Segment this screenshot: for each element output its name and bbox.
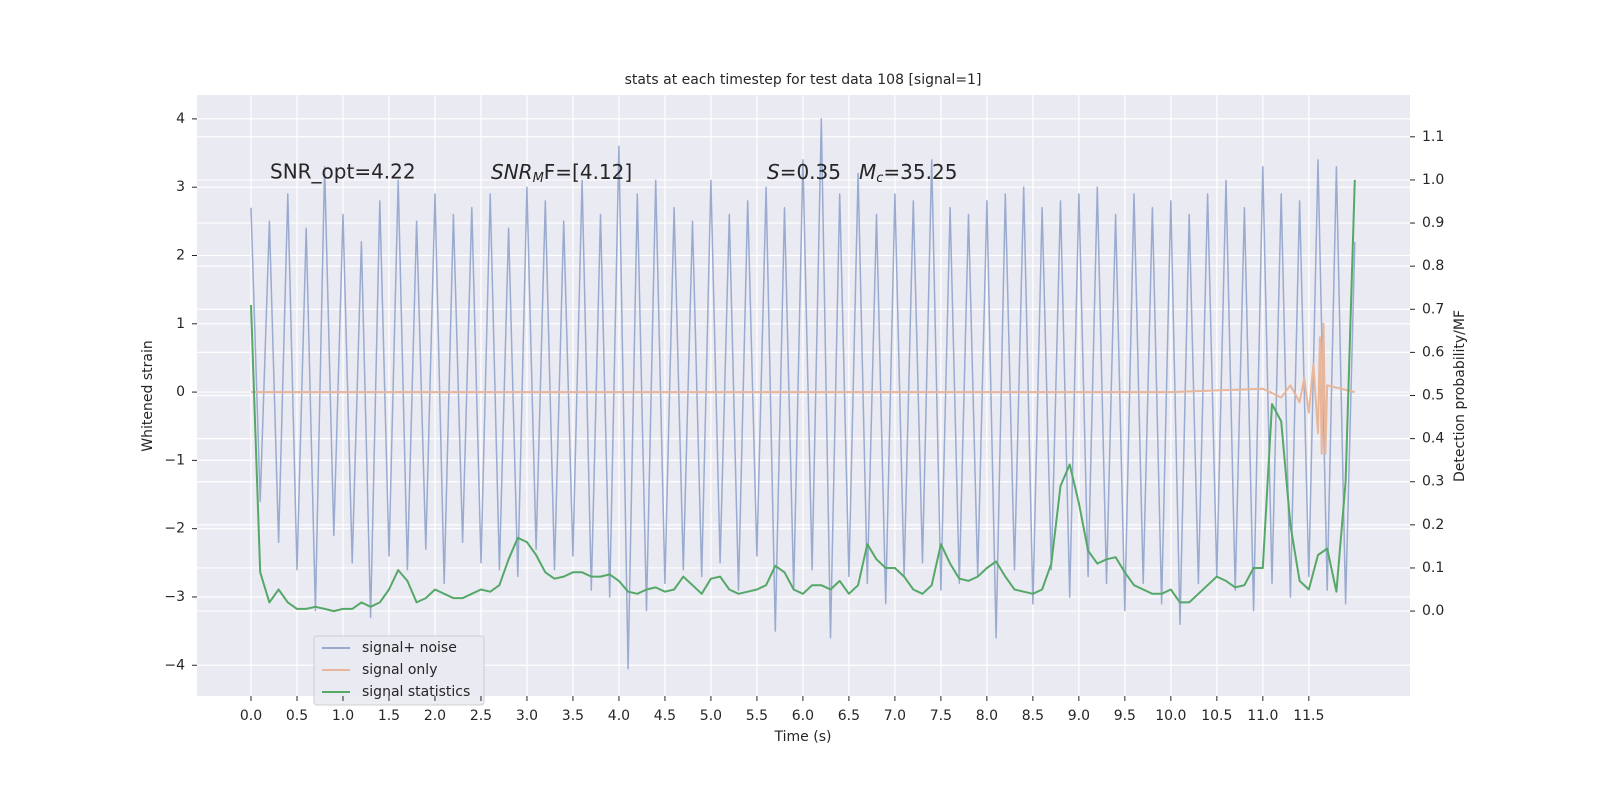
x-tick-label: 0.0 xyxy=(240,708,262,724)
y-tick-label: 0 xyxy=(176,384,185,400)
legend: signal+ noise signal only signal statistic… xyxy=(313,635,485,706)
y-tick-label: −4 xyxy=(164,657,185,673)
y-tick-label: 3 xyxy=(176,179,185,195)
y2-tick-label: 0.9 xyxy=(1422,215,1444,231)
x-tick-label: 9.0 xyxy=(1068,708,1090,724)
x-tick-label: 8.0 xyxy=(976,708,998,724)
annotation: Mc=35.25 xyxy=(859,160,957,186)
x-tick-label: 2.0 xyxy=(424,708,446,724)
y2-tick-label: 0.6 xyxy=(1422,344,1444,360)
x-tick-label: 10.0 xyxy=(1155,708,1186,724)
annotation-part: =35.25 xyxy=(883,160,957,184)
x-tick-label: 2.5 xyxy=(470,708,492,724)
x-tick-label: 1.5 xyxy=(378,708,400,724)
x-tick-label: 11.0 xyxy=(1247,708,1278,724)
x-tick-label: 11.5 xyxy=(1293,708,1324,724)
x-tick-label: 5.0 xyxy=(700,708,722,724)
annotation-part: M xyxy=(859,160,876,184)
x-tick-label: 5.5 xyxy=(746,708,768,724)
y2-tick-label: 1.1 xyxy=(1422,129,1444,145)
annotation-part: SNR xyxy=(491,160,533,184)
y2-tick-label: 1.0 xyxy=(1422,172,1444,188)
series-line xyxy=(251,322,1356,455)
y-tick-label: 4 xyxy=(176,111,185,127)
x-tick-label: 10.5 xyxy=(1201,708,1232,724)
x-tick-label: 4.0 xyxy=(608,708,630,724)
y2-tick-label: 0.8 xyxy=(1422,258,1444,274)
y2-tick-label: 0.5 xyxy=(1422,388,1444,404)
y-tick-label: −1 xyxy=(164,452,185,468)
x-tick-label: 4.5 xyxy=(654,708,676,724)
annotation-part: F=[4.12] xyxy=(544,160,632,184)
x-axis-label: Time (s) xyxy=(774,729,832,745)
y2-axis-label: Detection probability/MF xyxy=(1452,310,1468,482)
legend-label: signal only xyxy=(362,662,437,678)
x-tick-label: 1.0 xyxy=(332,708,354,724)
annotation: SNR_opt=4.22 xyxy=(270,160,416,184)
series-line xyxy=(250,118,1356,670)
annotation-part: S xyxy=(767,160,780,184)
annotation-subscript: M xyxy=(533,171,544,186)
x-tick-label: 7.0 xyxy=(884,708,906,724)
y-tick-label: −2 xyxy=(164,521,185,537)
annotation-subscript: c xyxy=(876,171,883,186)
y-tick-label: 2 xyxy=(176,247,185,263)
y-tick-label: −3 xyxy=(164,589,185,605)
legend-box xyxy=(313,635,485,706)
x-tick-label: 6.5 xyxy=(838,708,860,724)
y2-tick-label: 0.3 xyxy=(1422,474,1444,490)
x-tick-label: 8.5 xyxy=(1022,708,1044,724)
chart-title: stats at each timestep for test data 108… xyxy=(625,72,982,88)
x-tick-label: 3.0 xyxy=(516,708,538,724)
y2-tick-label: 0.7 xyxy=(1422,301,1444,317)
y2-tick-label: 0.0 xyxy=(1422,603,1444,619)
x-tick-label: 0.5 xyxy=(286,708,308,724)
legend-label: signal+ noise xyxy=(362,640,457,656)
annotation: SNRMF=[4.12] xyxy=(491,160,632,186)
x-tick-label: 7.5 xyxy=(930,708,952,724)
annotation-part: =0.35 xyxy=(780,160,841,184)
x-tick-label: 3.5 xyxy=(562,708,584,724)
series-line xyxy=(250,179,1356,613)
y-axis-label: Whitened strain xyxy=(140,340,156,451)
legend-label: signal statistics xyxy=(362,684,470,700)
y2-tick-label: 0.2 xyxy=(1422,517,1444,533)
y2-tick-label: 0.1 xyxy=(1422,560,1444,576)
y2-tick-label: 0.4 xyxy=(1422,431,1444,447)
y-tick-label: 1 xyxy=(176,316,185,332)
x-tick-label: 9.5 xyxy=(1114,708,1136,724)
x-tick-label: 6.0 xyxy=(792,708,814,724)
annotation: S=0.35 xyxy=(767,160,841,184)
